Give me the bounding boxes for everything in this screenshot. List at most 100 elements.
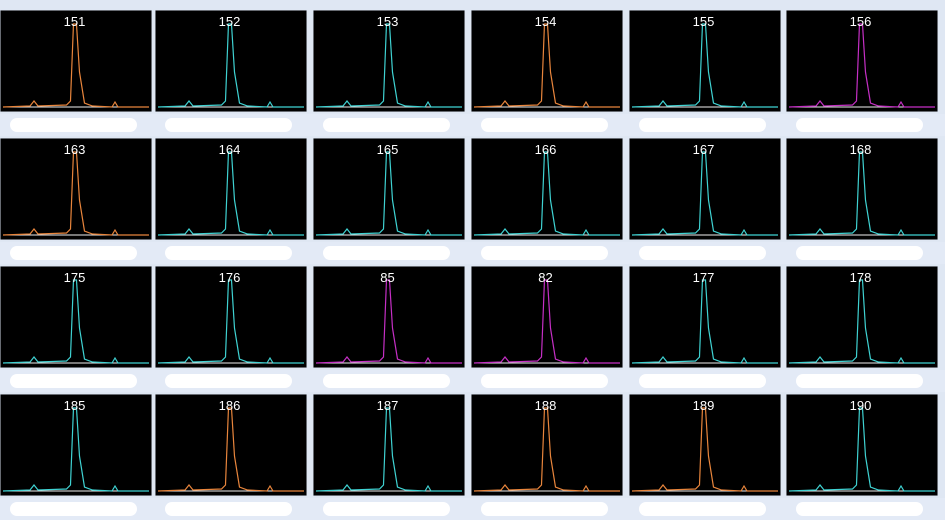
peak-panel[interactable]: 178	[786, 266, 938, 368]
panel-background	[786, 266, 938, 368]
trace	[157, 23, 304, 108]
panel-label: 176	[219, 270, 241, 285]
redacted-label	[323, 502, 450, 516]
panel-label: 190	[850, 398, 872, 413]
panel-label: 152	[219, 14, 241, 29]
peak-panel[interactable]: 176	[155, 266, 307, 368]
redacted-label	[165, 246, 292, 260]
panel-label: 186	[219, 398, 241, 413]
trace	[2, 407, 149, 492]
trace	[2, 151, 149, 236]
trace	[788, 407, 935, 492]
trace	[788, 23, 935, 108]
redacted-label	[10, 502, 137, 516]
peak-panel[interactable]: 167	[629, 138, 781, 240]
panel-label: 153	[377, 14, 399, 29]
redacted-label	[10, 118, 137, 132]
peak-panel[interactable]: 190	[786, 394, 938, 496]
trace	[473, 407, 620, 492]
trace	[157, 279, 304, 364]
trace	[788, 151, 935, 236]
redacted-label	[481, 374, 608, 388]
panel-background	[155, 394, 307, 496]
panel-background	[786, 394, 938, 496]
panel-label: 168	[850, 142, 872, 157]
panel-background	[313, 10, 465, 112]
redacted-label	[796, 118, 923, 132]
panel-background	[786, 138, 938, 240]
redacted-label	[165, 374, 292, 388]
redacted-label	[639, 374, 766, 388]
peak-panel[interactable]: 82	[471, 266, 623, 368]
redacted-label	[323, 118, 450, 132]
panel-background	[786, 10, 938, 112]
trace	[631, 151, 778, 236]
redacted-label	[323, 246, 450, 260]
peak-panel[interactable]: 187	[313, 394, 465, 496]
panel-label: 151	[64, 14, 86, 29]
panel-background	[471, 138, 623, 240]
panel-background	[313, 138, 465, 240]
panel-background	[629, 138, 781, 240]
trace	[315, 279, 462, 364]
panel-background	[471, 266, 623, 368]
panel-label: 164	[219, 142, 241, 157]
redacted-label	[796, 246, 923, 260]
peak-panel[interactable]: 163	[0, 138, 152, 240]
peak-panel[interactable]: 165	[313, 138, 465, 240]
panel-background	[0, 10, 152, 112]
trace	[315, 407, 462, 492]
peak-panel[interactable]: 151	[0, 10, 152, 112]
trace	[788, 279, 935, 364]
panel-background	[0, 394, 152, 496]
trace	[631, 23, 778, 108]
redacted-label	[796, 502, 923, 516]
redacted-label	[481, 118, 608, 132]
peak-panel[interactable]: 186	[155, 394, 307, 496]
peak-panel[interactable]: 188	[471, 394, 623, 496]
panel-label: 166	[535, 142, 557, 157]
redacted-label	[165, 502, 292, 516]
panel-background	[313, 266, 465, 368]
peak-panel[interactable]: 85	[313, 266, 465, 368]
trace	[157, 151, 304, 236]
panel-label: 163	[64, 142, 86, 157]
panel-label: 178	[850, 270, 872, 285]
panel-background	[0, 266, 152, 368]
redacted-label	[10, 246, 137, 260]
panel-background	[155, 138, 307, 240]
peak-panel[interactable]: 175	[0, 266, 152, 368]
trace	[473, 23, 620, 108]
panel-label: 167	[693, 142, 715, 157]
peak-panel[interactable]: 154	[471, 10, 623, 112]
peak-panel[interactable]: 177	[629, 266, 781, 368]
panel-label: 85	[380, 270, 394, 285]
trace	[315, 151, 462, 236]
panel-label: 175	[64, 270, 86, 285]
panel-label: 165	[377, 142, 399, 157]
trace	[157, 407, 304, 492]
peak-panel[interactable]: 166	[471, 138, 623, 240]
peak-panel[interactable]: 189	[629, 394, 781, 496]
panel-background	[471, 10, 623, 112]
panel-background	[629, 266, 781, 368]
peak-panel[interactable]: 155	[629, 10, 781, 112]
peak-panel[interactable]: 156	[786, 10, 938, 112]
peak-panel[interactable]: 164	[155, 138, 307, 240]
redacted-label	[323, 374, 450, 388]
redacted-label	[10, 374, 137, 388]
panel-background	[471, 394, 623, 496]
panel-label: 82	[538, 270, 552, 285]
panel-background	[0, 138, 152, 240]
trace	[631, 279, 778, 364]
trace	[2, 23, 149, 108]
panel-label: 154	[535, 14, 557, 29]
redacted-label	[796, 374, 923, 388]
redacted-label	[165, 118, 292, 132]
peak-panel[interactable]: 185	[0, 394, 152, 496]
peak-panel[interactable]: 153	[313, 10, 465, 112]
redacted-label	[639, 118, 766, 132]
peak-panel[interactable]: 152	[155, 10, 307, 112]
peak-panel[interactable]: 168	[786, 138, 938, 240]
